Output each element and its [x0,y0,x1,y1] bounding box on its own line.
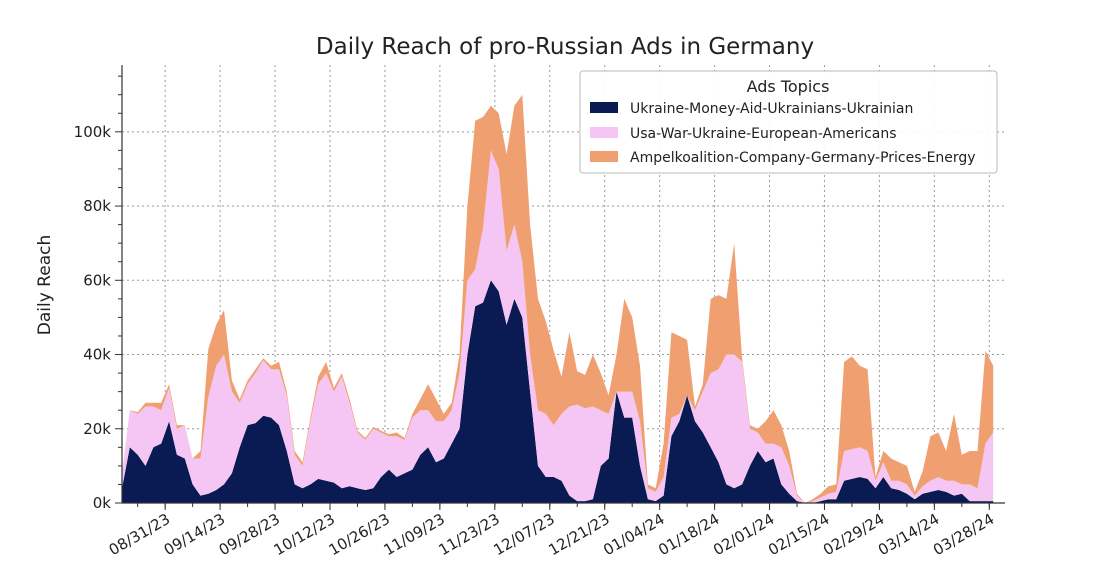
y-tick-label: 40k [83,346,111,364]
x-tick-label: 03/28/24 [930,510,997,559]
x-tick-label: 10/26/23 [326,510,393,559]
x-tick-label: 01/18/24 [655,510,722,559]
x-tick-label: 11/09/23 [381,510,448,559]
x-tick-label: 03/14/24 [875,510,942,559]
series-area-1 [122,150,994,503]
chart-title: Daily Reach of pro-Russian Ads in German… [316,34,814,60]
x-tick-label: 10/12/23 [271,510,338,559]
x-tick-label: 09/14/23 [161,510,228,559]
legend-swatch-ukraine-money [590,102,618,113]
legend-title: Ads Topics [747,77,830,96]
x-tick-label: 02/29/24 [820,510,887,559]
legend: Ads Topics Ukraine-Money-Aid-Ukrainians-… [579,70,998,174]
legend-label-ampelkoalition: Ampelkoalition-Company-Germany-Prices-En… [630,150,976,166]
x-tick-label: 01/04/24 [600,510,667,559]
legend-label-ukraine-money: Ukraine-Money-Aid-Ukrainians-Ukrainian [630,101,913,117]
x-tick-label: 12/07/23 [490,510,557,559]
x-tick-label: 12/21/23 [545,510,612,559]
x-tick-label: 11/23/23 [435,510,502,559]
legend-box [579,70,998,174]
y-tick-label: 0k [93,494,112,512]
x-tick-label: 08/31/23 [106,510,173,559]
series-areas [122,94,994,503]
x-tick-label: 02/15/24 [765,510,832,559]
legend-label-usa-war: Usa-War-Ukraine-European-Americans [630,126,897,142]
x-tick-label: 02/01/24 [710,510,777,559]
x-tick-label: 09/28/23 [216,510,283,559]
y-tick-label: 20k [83,420,111,438]
y-tick-label: 100k [74,123,112,141]
legend-swatch-ampelkoalition [590,151,618,162]
legend-swatch-usa-war [590,127,618,138]
y-tick-label: 60k [83,271,111,289]
y-axis-title: Daily Reach [35,235,55,335]
y-tick-label: 80k [83,197,111,215]
